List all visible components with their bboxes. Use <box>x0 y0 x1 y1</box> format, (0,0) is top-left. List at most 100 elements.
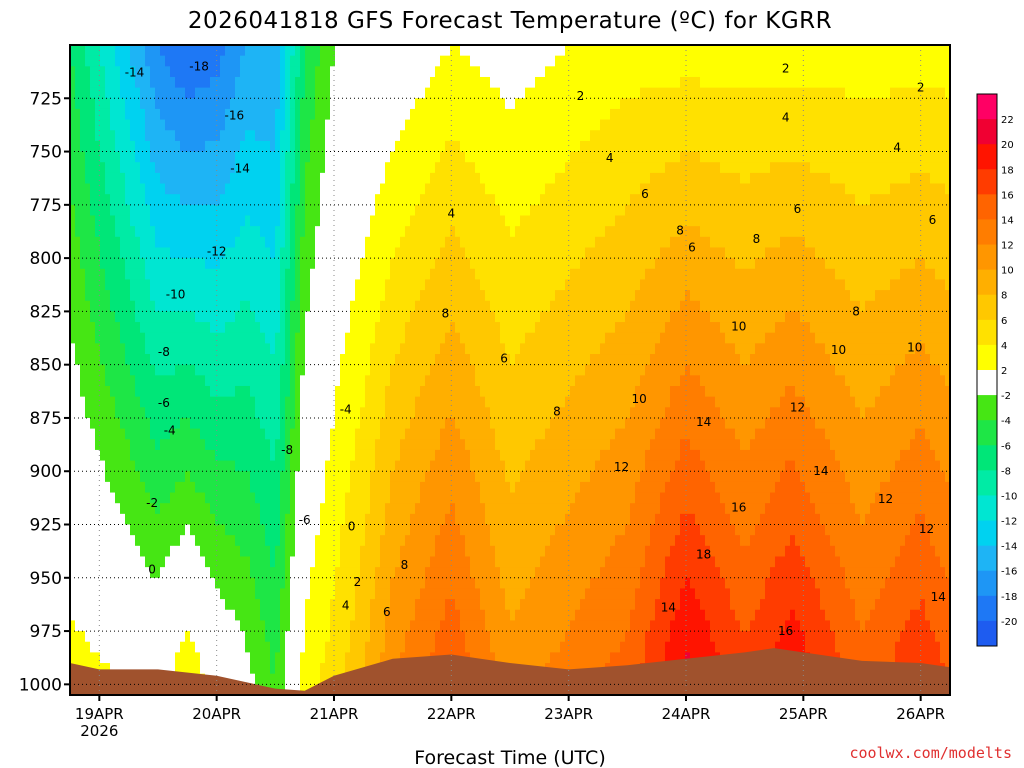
temperature-cell <box>385 535 391 547</box>
temperature-cell <box>145 364 151 376</box>
temperature-cell <box>145 385 151 398</box>
temperature-cell <box>350 652 356 664</box>
temperature-cell <box>285 98 291 110</box>
temperature-cell <box>215 460 221 472</box>
temperature-cell <box>135 535 141 547</box>
temperature-cell <box>275 375 281 387</box>
temperature-cell <box>295 503 301 515</box>
temperature-cell <box>275 673 281 685</box>
temperature-cell <box>310 215 316 227</box>
temperature-cell <box>210 140 216 153</box>
temperature-cell <box>215 503 221 515</box>
temperature-cell <box>155 375 161 387</box>
temperature-cell <box>220 545 226 558</box>
temperature-cell <box>435 364 441 376</box>
temperature-cell <box>190 460 196 472</box>
temperature-cell <box>155 98 161 110</box>
temperature-cell <box>360 279 366 291</box>
temperature-cell <box>365 183 371 195</box>
temperature-cell <box>260 76 266 89</box>
temperature-cell <box>175 471 181 483</box>
temperature-cell <box>150 503 156 515</box>
temperature-cell <box>430 428 436 440</box>
temperature-cell <box>325 577 331 590</box>
temperature-cell <box>265 599 271 611</box>
temperature-cell <box>305 556 311 568</box>
chart-title: 2026041818 GFS Forecast Temperature (ºC)… <box>188 8 832 34</box>
temperature-cell <box>410 183 416 195</box>
temperature-cell <box>105 247 111 259</box>
temperature-cell <box>275 396 281 408</box>
temperature-cell <box>145 556 151 568</box>
temperature-cell <box>100 588 106 600</box>
temperature-cell <box>195 76 201 89</box>
temperature-cell <box>70 588 76 600</box>
temperature-cell <box>390 279 396 291</box>
temperature-cell <box>210 332 216 344</box>
temperature-cell <box>385 375 391 387</box>
temperature-cell <box>270 300 276 312</box>
temperature-cell <box>250 76 256 89</box>
temperature-cell <box>150 108 156 121</box>
temperature-cell <box>450 567 456 579</box>
temperature-cell <box>270 364 276 376</box>
temperature-cell <box>225 194 231 206</box>
temperature-cell <box>315 417 321 430</box>
temperature-cell <box>190 151 196 163</box>
temperature-cell <box>140 290 146 302</box>
temperature-cell <box>375 385 381 398</box>
temperature-cell <box>155 481 161 494</box>
temperature-cell <box>85 258 91 270</box>
temperature-cell <box>315 439 321 451</box>
temperature-cell <box>445 492 451 504</box>
temperature-cell <box>315 535 321 547</box>
temperature-cell <box>420 45 426 57</box>
temperature-cell <box>325 460 331 472</box>
temperature-cell <box>90 98 96 110</box>
temperature-cell <box>285 236 291 249</box>
temperature-cell <box>440 332 446 344</box>
temperature-cell <box>390 556 396 568</box>
temperature-cell <box>80 545 86 558</box>
temperature-cell <box>80 98 86 110</box>
temperature-cell <box>130 354 136 366</box>
temperature-cell <box>330 375 336 387</box>
temperature-cell <box>450 119 456 131</box>
temperature-cell <box>170 492 176 504</box>
temperature-cell <box>230 492 236 504</box>
temperature-cell <box>180 343 186 355</box>
temperature-cell <box>265 492 271 504</box>
temperature-cell <box>140 492 146 504</box>
temperature-cell <box>415 407 421 419</box>
temperature-cell <box>250 620 256 632</box>
temperature-cell <box>200 449 206 462</box>
temperature-cell <box>145 311 151 323</box>
temperature-cell <box>275 663 281 675</box>
temperature-cell <box>85 545 91 558</box>
temperature-cell <box>120 354 126 366</box>
temperature-cell <box>145 247 151 259</box>
temperature-cell <box>375 396 381 408</box>
temperature-cell <box>370 417 376 430</box>
temperature-cell <box>160 215 166 227</box>
temperature-cell <box>320 620 326 632</box>
temperature-cell <box>125 428 131 440</box>
temperature-cell <box>455 535 461 547</box>
temperature-cell <box>310 130 316 142</box>
temperature-cell <box>390 545 396 558</box>
temperature-cell <box>210 215 216 227</box>
temperature-cell <box>100 108 106 121</box>
temperature-cell <box>330 204 336 217</box>
temperature-cell <box>210 183 216 195</box>
temperature-cell <box>235 503 241 515</box>
temperature-cell <box>410 108 416 121</box>
temperature-cell <box>265 631 271 643</box>
temperature-cell <box>145 45 151 57</box>
temperature-cell <box>405 162 411 174</box>
temperature-cell <box>235 279 241 291</box>
temperature-cell <box>355 663 361 675</box>
temperature-cell <box>255 98 261 110</box>
temperature-cell <box>140 194 146 206</box>
temperature-cell <box>105 663 111 675</box>
temperature-cell <box>75 535 81 547</box>
